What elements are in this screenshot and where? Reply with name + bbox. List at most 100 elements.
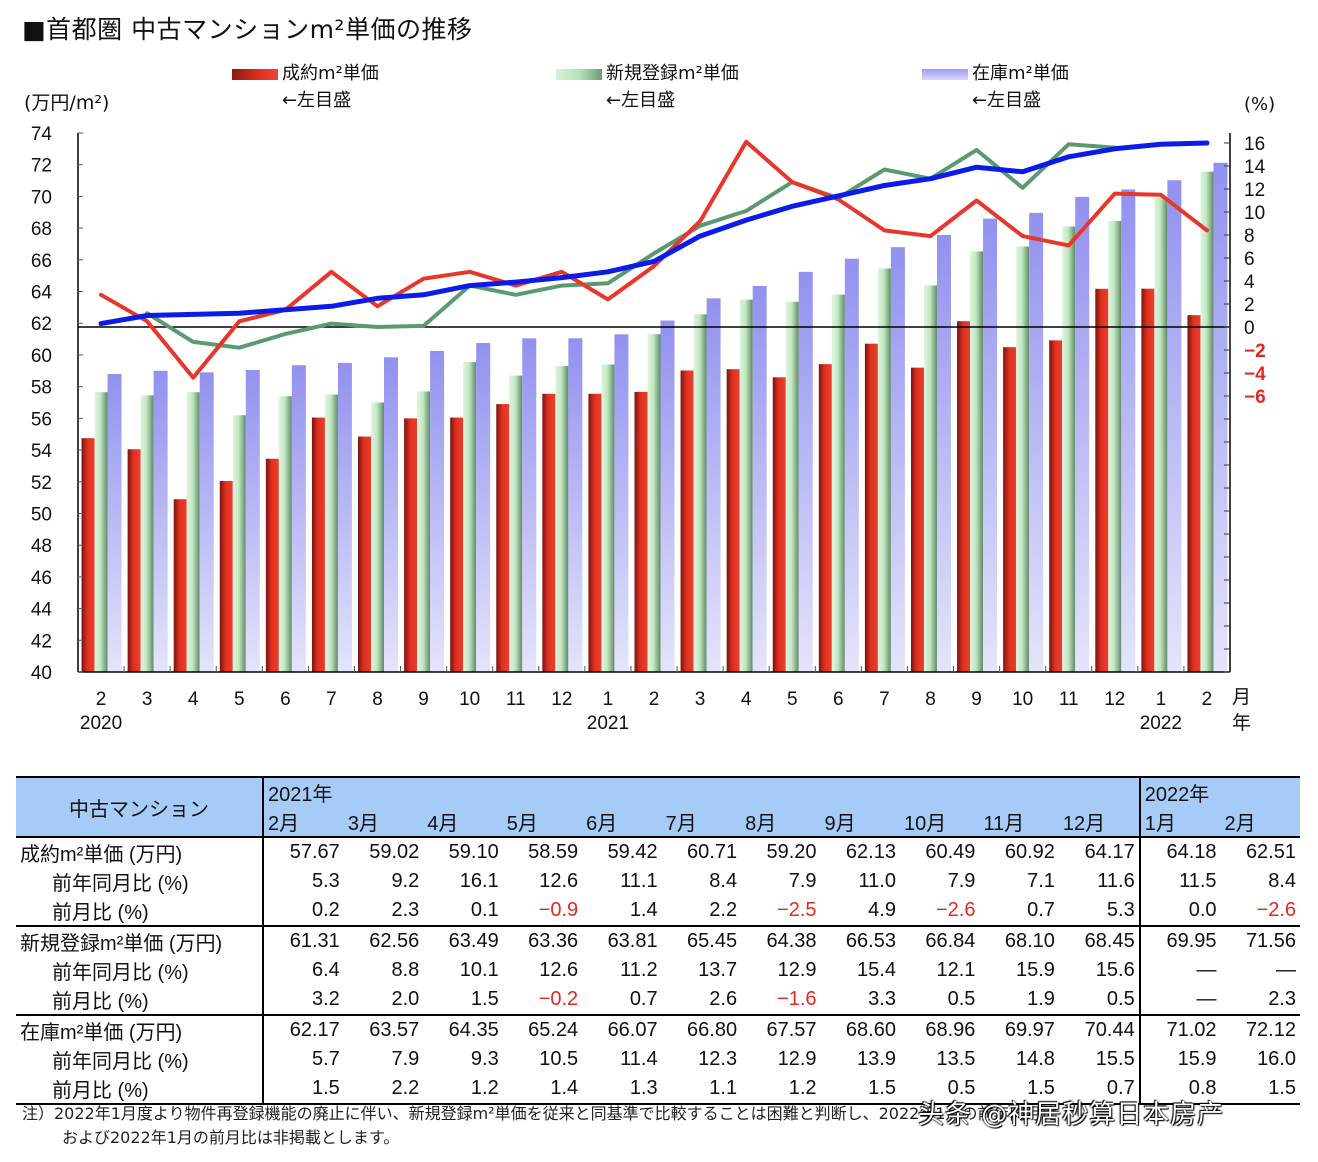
x-year-label: 2022 <box>1140 713 1182 734</box>
right-tick-label: 2 <box>1244 295 1255 316</box>
bar <box>496 404 510 672</box>
x-tick-label: 1 <box>1156 689 1167 710</box>
axis-labels: 7472706866646260585654525048464442401614… <box>31 124 1266 734</box>
table-cell: 1.1 <box>709 1077 738 1099</box>
table-cell: 68.45 <box>1058 925 1140 956</box>
table-header-month: 1月 <box>1138 807 1221 837</box>
table-cell: 66.80 <box>661 1014 742 1045</box>
x-tick-label: 3 <box>142 689 153 710</box>
bar <box>1167 180 1182 672</box>
x-tick-label: 9 <box>418 689 429 710</box>
table-header-month: 11月 <box>979 807 1059 837</box>
table-cell: 12.9 <box>777 959 817 981</box>
table-header-month: 10月 <box>899 807 980 837</box>
table-cell: 11.2 <box>620 959 658 981</box>
bar <box>542 393 556 672</box>
bar <box>450 417 464 672</box>
bar <box>522 338 537 672</box>
table-cell: 1.4 <box>550 1077 579 1099</box>
table-cell: 0.7 <box>629 988 658 1010</box>
right-tick-label: −6 <box>1244 387 1266 408</box>
table-cell: — <box>1138 956 1221 985</box>
left-tick-label: 58 <box>31 378 52 399</box>
table-header-label: 中古マンション <box>16 777 264 837</box>
left-tick-label: 50 <box>31 504 52 525</box>
left-tick-label: 74 <box>31 124 53 145</box>
table-cell: 12.1 <box>936 959 976 981</box>
table-cell: — <box>1276 959 1296 981</box>
bar <box>831 294 845 672</box>
left-tick-label: 54 <box>31 441 53 462</box>
table-cell: 57.67 <box>289 841 340 863</box>
bar <box>384 357 399 672</box>
bar <box>983 218 998 672</box>
x-tick-label: 6 <box>280 689 291 710</box>
bar <box>232 415 246 672</box>
bar <box>358 436 372 672</box>
table-cell: 15.9 <box>1015 959 1055 981</box>
bar <box>1154 197 1168 672</box>
right-tick-label: 8 <box>1244 226 1255 247</box>
bar <box>107 373 122 672</box>
table-cell: 1.5 <box>1268 1077 1296 1099</box>
footnote: 注）2022年1月度より物件再登録機能の廃止に伴い、新規登録m²単価を従来と同基… <box>22 1102 1057 1150</box>
bar <box>1141 288 1155 672</box>
table-header-month: 9月 <box>820 807 900 837</box>
table-cell: 0.1 <box>470 899 499 921</box>
table-cell: 7.9 <box>788 870 817 892</box>
line-series <box>98 139 1210 380</box>
table-cell: 68.10 <box>979 925 1059 956</box>
table-cell: 66.84 <box>899 925 980 956</box>
x-tick-label: 4 <box>741 689 752 710</box>
table-cell: 16.1 <box>459 870 499 892</box>
bar <box>1075 196 1090 672</box>
bar <box>1062 226 1076 672</box>
bar-series <box>81 162 1228 673</box>
table-row: 新規登録m²単価 (万円) 61.31 62.56 63.49 63.36 63.81 65… <box>16 925 1300 956</box>
table-cell: 71.56 <box>1220 925 1300 956</box>
table-cell: 60.71 <box>687 841 738 863</box>
bar <box>291 365 306 672</box>
table-cell: 2.3 <box>1268 988 1296 1010</box>
bar <box>127 449 141 672</box>
table-cell: 66.53 <box>820 925 900 956</box>
line-5 <box>98 140 1210 327</box>
x-tick-label: 3 <box>695 689 706 710</box>
bar <box>463 362 477 672</box>
table-cell: 12.6 <box>539 870 579 892</box>
table-cell: 64.17 <box>1084 841 1135 863</box>
row-label: 前年同月比 (%) <box>16 1045 264 1074</box>
footnote-line-1: 注）2022年1月度より物件再登録機能の廃止に伴い、新規登録m²単価を従来と同基… <box>22 1104 1058 1123</box>
table-cell: 7.1 <box>1027 870 1055 892</box>
table-cell: 63.57 <box>343 1014 424 1045</box>
table-cell: 11.6 <box>1097 870 1135 892</box>
bar <box>1200 171 1214 672</box>
row-label: 前月比 (%) <box>16 985 264 1015</box>
table-row: 前月比 (%) 1.5 2.2 1.2 1.4 1.3 1.1 1.2 1.5 0.5 1.5 0.7… <box>16 1074 1300 1104</box>
bar <box>660 320 675 672</box>
bar <box>186 392 200 672</box>
table-cell: 5.3 <box>1106 899 1135 921</box>
bar <box>970 251 984 673</box>
axes <box>77 132 1231 673</box>
bar <box>245 370 260 672</box>
table-cell: 15.4 <box>857 959 896 981</box>
x-tick-label: 2 <box>649 689 660 710</box>
table-cell: 8.8 <box>391 959 420 981</box>
bar <box>81 438 95 672</box>
table-cell: 11.5 <box>1138 867 1221 896</box>
table-cell: 1.5 <box>470 988 499 1010</box>
legend-swatch-purple <box>922 69 968 80</box>
bar <box>568 338 583 672</box>
bar <box>588 393 602 672</box>
bar <box>265 458 279 672</box>
bar <box>1016 246 1030 672</box>
left-axis-unit: (万円/m²) <box>24 92 110 114</box>
bar <box>173 499 187 672</box>
table-cell: 2.0 <box>391 988 420 1010</box>
x-tick-label: 2 <box>96 689 107 710</box>
x-tick-label: 12 <box>551 689 572 710</box>
table-header-month: 8月 <box>741 807 821 837</box>
right-tick-label: 0 <box>1244 318 1255 339</box>
x-year-label: 2021 <box>587 713 629 734</box>
